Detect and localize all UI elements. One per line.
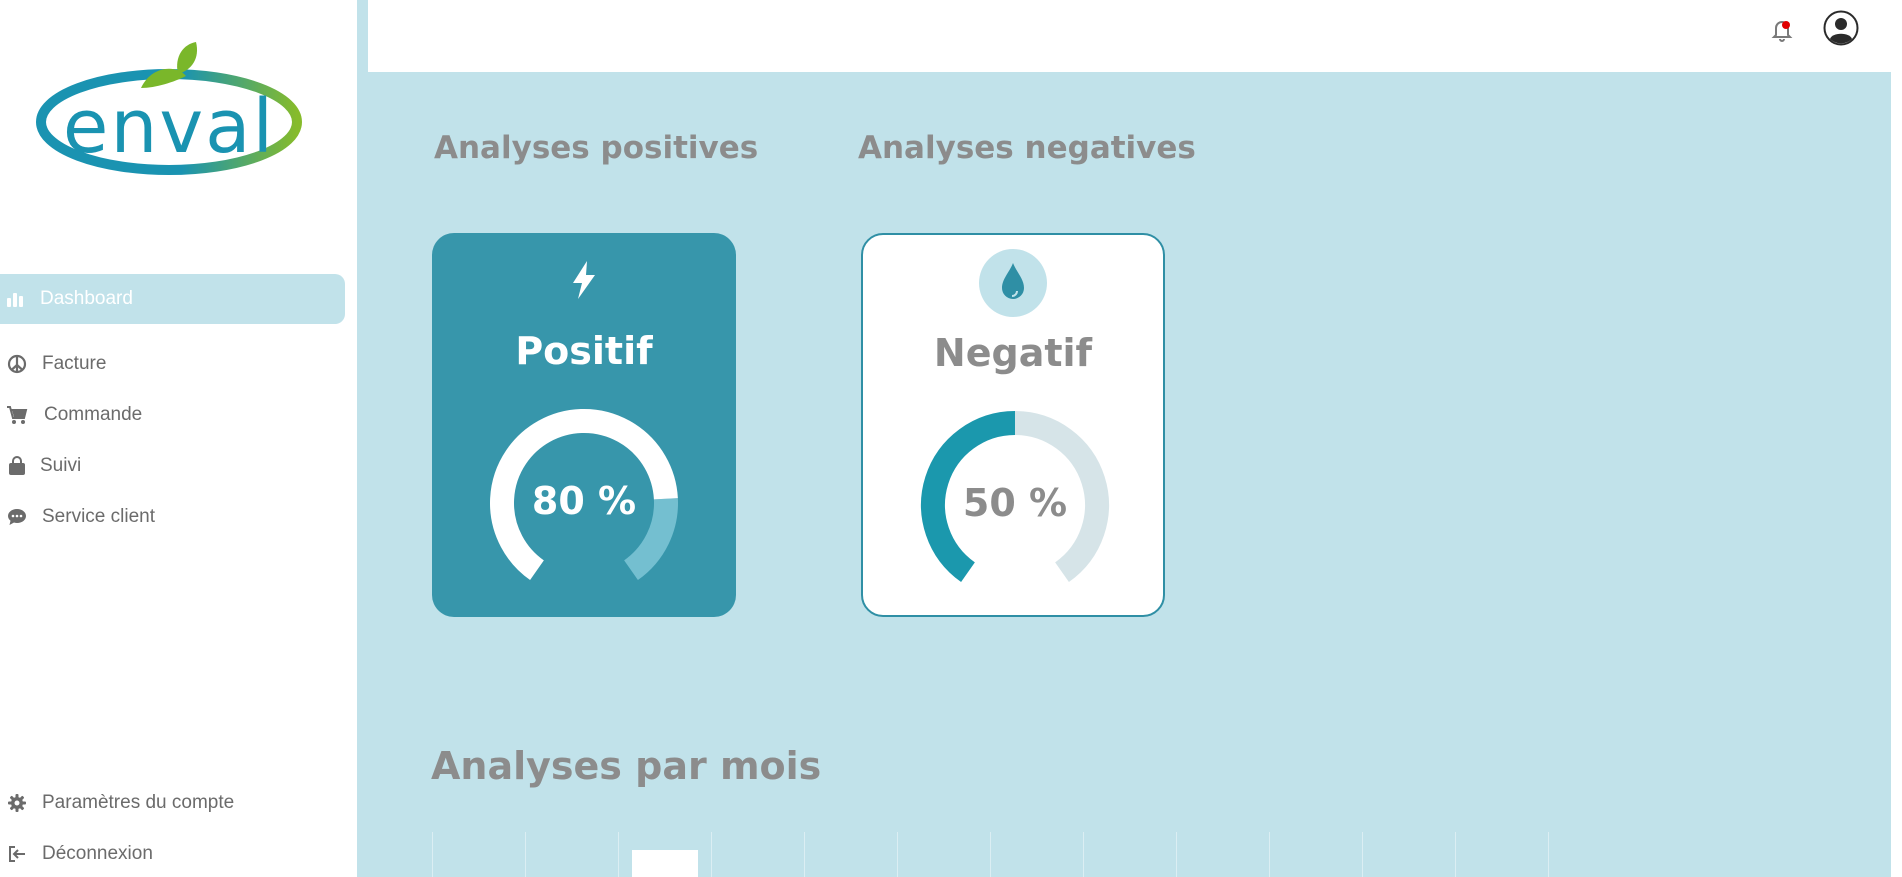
- sidebar-item-service-client[interactable]: Service client: [0, 492, 155, 542]
- enval-logo[interactable]: enval: [36, 36, 302, 176]
- sidebar-item-label: Facture: [42, 353, 107, 374]
- negative-percent: 50 %: [962, 481, 1068, 525]
- lightning-icon: [573, 261, 595, 299]
- sidebar-item-label: Dashboard: [40, 288, 133, 309]
- svg-text:enval: enval: [63, 84, 275, 170]
- sidebar-item-dashboard[interactable]: Dashboard: [0, 274, 345, 324]
- negative-section-title: Analyses negatives: [858, 130, 1196, 166]
- sidebar-item-label: Service client: [42, 506, 155, 527]
- sidebar-item-label: Paramètres du compte: [42, 792, 235, 813]
- positive-analysis-card[interactable]: Positif 80 %: [432, 233, 736, 617]
- bag-icon: [6, 455, 28, 477]
- chart-grid-line: [897, 832, 898, 877]
- sidebar-item-label: Commande: [44, 404, 143, 425]
- chart-grid-line: [1362, 832, 1363, 877]
- bar-chart-icon: [4, 288, 26, 310]
- sidebar-item-deconnexion[interactable]: Déconnexion: [0, 829, 153, 877]
- negative-analysis-card[interactable]: Negatif 50 %: [861, 233, 1165, 617]
- sidebar-item-label: Déconnexion: [42, 843, 153, 864]
- chart-grid-line: [1269, 832, 1270, 877]
- sidebar-item-suivi[interactable]: Suivi: [0, 441, 81, 491]
- sidebar-item-label: Suivi: [40, 455, 82, 476]
- negative-gauge: [921, 411, 1109, 582]
- chart-grid-line: [1548, 832, 1549, 877]
- sidebar-item-parametres[interactable]: Paramètres du compte: [0, 778, 234, 828]
- chart-grid-line: [1083, 832, 1084, 877]
- gear-icon: [6, 792, 28, 814]
- peace-icon: [6, 353, 28, 375]
- chart-bar: [632, 850, 698, 877]
- bell-icon[interactable]: [1770, 17, 1794, 43]
- chart-grid-line: [432, 832, 433, 877]
- positive-percent: 80 %: [531, 479, 637, 523]
- logout-icon: [6, 843, 28, 865]
- monthly-chart-area: [432, 832, 1552, 877]
- chart-grid-line: [618, 832, 619, 877]
- water-drop-icon: [979, 249, 1047, 317]
- top-bar: [368, 0, 1891, 72]
- chart-grid-line: [1455, 832, 1456, 877]
- chart-grid-line: [711, 832, 712, 877]
- positive-gauge: [490, 409, 678, 580]
- positive-card-label: Positif: [515, 329, 653, 373]
- sidebar-item-commande[interactable]: Commande: [0, 390, 142, 440]
- chat-icon: [6, 506, 28, 528]
- cart-icon: [6, 404, 28, 426]
- chart-grid-line: [1176, 832, 1177, 877]
- monthly-section-title: Analyses par mois: [431, 744, 822, 788]
- negative-card-label: Negatif: [933, 331, 1093, 375]
- chart-grid-line: [525, 832, 526, 877]
- chart-grid-line: [804, 832, 805, 877]
- chart-grid-line: [990, 832, 991, 877]
- sidebar: enval Dashboard Facture Commande Suivi S…: [0, 0, 357, 877]
- positive-section-title: Analyses positives: [434, 130, 759, 166]
- sidebar-item-facture[interactable]: Facture: [0, 339, 106, 389]
- scrollbar[interactable]: [1891, 0, 1902, 877]
- user-circle-icon[interactable]: [1823, 10, 1859, 46]
